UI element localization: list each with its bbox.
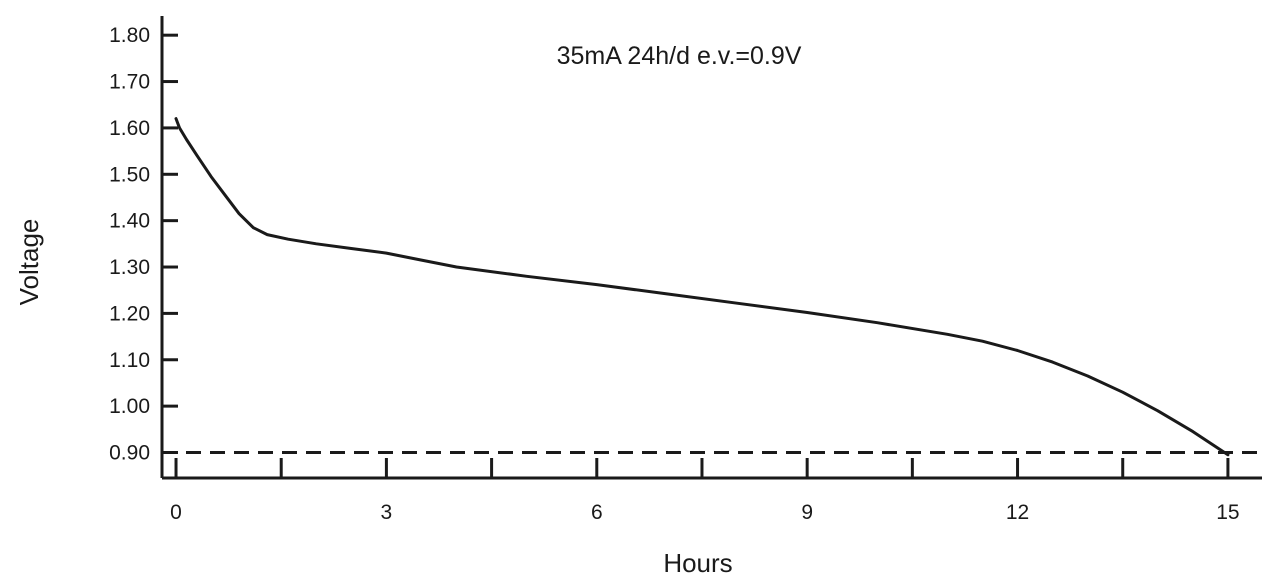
y-tick-label: 1.50 — [109, 163, 150, 186]
chart-annotation: 35mA 24h/d e.v.=0.9V — [557, 42, 802, 70]
x-tick-label: 0 — [170, 501, 182, 524]
x-axis-ticks: 0 3 6 9 12 15 — [170, 458, 1240, 524]
y-tick-label: 0.90 — [109, 441, 150, 464]
series-group — [174, 117, 1230, 457]
y-tick-label: 1.20 — [109, 302, 150, 325]
x-tick-label: 6 — [591, 501, 603, 524]
y-tick-label: 1.80 — [109, 24, 150, 47]
x-tick-label: 9 — [801, 501, 813, 524]
x-tick-label: 15 — [1216, 501, 1239, 524]
y-tick-label: 1.10 — [109, 349, 150, 372]
x-tick-label: 12 — [1006, 501, 1029, 524]
y-tick-label: 1.30 — [109, 256, 150, 279]
y-tick-label: 1.40 — [109, 210, 150, 233]
y-tick-label: 1.60 — [109, 117, 150, 140]
y-axis-title: Voltage — [14, 219, 44, 306]
y-axis-ticks: 0.90 1.00 1.10 1.20 1.30 1.40 1.50 1.60 1.70 1.80 — [109, 24, 178, 464]
x-axis-title: Hours — [663, 548, 732, 578]
y-tick-label: 1.70 — [109, 71, 150, 94]
x-tick-label: 3 — [381, 501, 393, 524]
discharge-curve-line — [174, 117, 1230, 457]
axes — [160, 16, 1262, 480]
y-tick-label: 1.00 — [109, 395, 150, 418]
